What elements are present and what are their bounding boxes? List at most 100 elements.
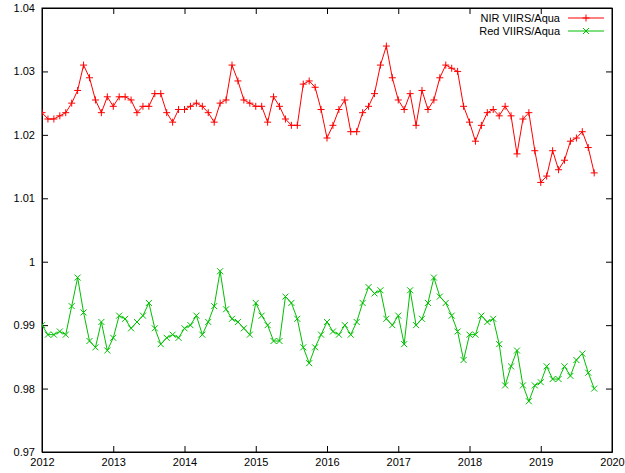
y-axis-tick-label: 0.99 [14, 319, 35, 331]
y-axis-tick-mark [42, 198, 48, 199]
series-marker [312, 84, 319, 91]
x-axis-tick-label: 2013 [102, 456, 126, 468]
x-axis-tick-mark [327, 446, 328, 452]
series-marker [407, 287, 413, 293]
series-marker [211, 119, 218, 126]
series-marker [110, 335, 116, 341]
y-axis-right-tick [606, 71, 612, 72]
series-marker [436, 74, 443, 81]
x-axis-top-tick-mark [398, 8, 399, 14]
x-axis-tick-mark [398, 446, 399, 452]
series-marker [573, 135, 580, 142]
series-marker [223, 306, 229, 312]
y-axis: 0.970.980.9911.011.021.031.04 [14, 2, 48, 458]
series-marker [80, 62, 87, 69]
series-marker [472, 332, 478, 338]
series-line [42, 271, 594, 401]
series-marker [42, 109, 46, 116]
series-marker [282, 116, 289, 123]
series-marker [478, 122, 485, 129]
series-marker [449, 313, 455, 319]
x-axis-tick-label: 2018 [458, 456, 482, 468]
y-axis-right-tick-mark [606, 71, 612, 72]
y-axis-tick-label: 1.02 [14, 129, 35, 141]
series-marker [62, 109, 69, 116]
x-axis-tick: 2013 [102, 446, 126, 468]
series-marker [63, 332, 69, 338]
series-marker [134, 319, 140, 325]
series-marker [329, 122, 336, 129]
series-marker [549, 147, 556, 154]
series-marker [579, 351, 585, 357]
series-marker [556, 376, 562, 382]
series-marker [193, 100, 200, 107]
series-marker [519, 116, 526, 123]
series-marker [193, 313, 199, 319]
series-marker [86, 74, 93, 81]
series-marker [330, 328, 336, 334]
series-marker [205, 109, 212, 116]
series-marker [74, 87, 81, 94]
series-line [42, 46, 594, 182]
series-marker [342, 322, 348, 328]
series-marker [240, 96, 247, 103]
series-marker [265, 322, 271, 328]
series-marker [133, 109, 140, 116]
series-marker [484, 109, 491, 116]
series-marker [69, 303, 75, 309]
series-marker [348, 332, 354, 338]
series-marker [454, 68, 461, 75]
series-marker [537, 179, 544, 186]
series-marker [246, 100, 253, 107]
series-marker [241, 325, 247, 331]
y-axis-tick: 1.03 [14, 65, 48, 77]
series-marker [187, 103, 194, 110]
series-marker [81, 309, 87, 315]
series-marker [508, 363, 514, 369]
y-axis-tick: 1.01 [14, 192, 48, 204]
series-marker [294, 316, 300, 322]
series-marker [87, 338, 93, 344]
series-marker [300, 81, 307, 88]
series-marker [413, 322, 419, 328]
series-marker [158, 341, 164, 347]
series-marker [543, 173, 550, 180]
series-marker [253, 300, 259, 306]
series-marker [282, 294, 288, 300]
y-axis-tick-label: 1.03 [14, 65, 35, 77]
series-marker [538, 379, 544, 385]
series-marker [98, 319, 104, 325]
series-marker [443, 300, 449, 306]
series-marker [472, 138, 479, 145]
series-marker [496, 112, 503, 119]
legend-label: Red VIIRS/Aqua [479, 25, 561, 37]
series-marker [259, 313, 265, 319]
series-marker [514, 150, 521, 157]
x-axis-top-tick-mark [185, 8, 186, 14]
series-marker [478, 313, 484, 319]
series-marker [324, 319, 330, 325]
y-axis-tick-label: 0.97 [14, 446, 35, 458]
series-marker [92, 344, 98, 350]
series-marker [419, 316, 425, 322]
y-axis-tick-mark [42, 389, 48, 390]
series-marker [544, 363, 550, 369]
series-marker [442, 62, 449, 69]
series-marker [531, 147, 538, 154]
series-marker [365, 103, 372, 110]
series-marker [335, 106, 342, 113]
series-marker [122, 316, 128, 322]
legend-marker [583, 15, 590, 22]
series-marker [490, 106, 497, 113]
series-marker [104, 93, 111, 100]
x-axis-tick-label: 2020 [600, 456, 624, 468]
series-marker [270, 93, 277, 100]
x-axis-tick: 2014 [173, 446, 197, 468]
y-axis-tick: 1.02 [14, 129, 48, 141]
series-marker [401, 341, 407, 347]
series-marker [490, 316, 496, 322]
series-marker [526, 398, 532, 404]
series-marker [140, 313, 146, 319]
y-axis-right-tick-mark [606, 198, 612, 199]
series-marker [187, 322, 193, 328]
